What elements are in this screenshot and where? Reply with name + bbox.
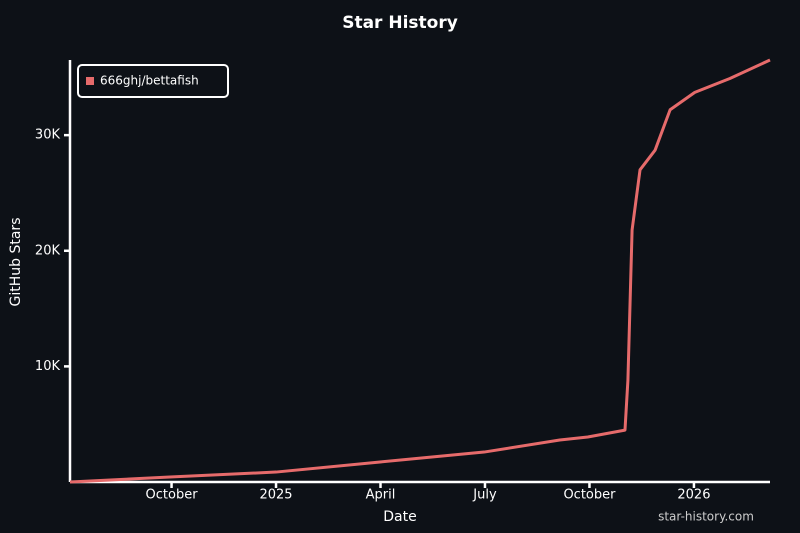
watermark: star-history.com [658,510,754,524]
x-tick-label: July [472,488,497,503]
chart-title: Star History [342,13,458,33]
x-tick-label: 2026 [677,488,710,503]
legend-label: 666ghj/bettafish [100,74,199,88]
legend-swatch [86,77,94,85]
y-tick-label: 20K [35,243,61,258]
y-axis-label: GitHub Stars [8,218,24,307]
legend-box [77,64,229,98]
x-tick-label: 2025 [259,488,292,503]
line [69,58,771,484]
y-tick-label: 10K [35,359,61,374]
y-tick-label: 30K [35,128,61,143]
x-tick-label: October [563,488,616,503]
x-tick-label: April [366,488,396,503]
x-axis-label: Date [383,509,416,525]
x-tick-label: October [146,488,199,503]
